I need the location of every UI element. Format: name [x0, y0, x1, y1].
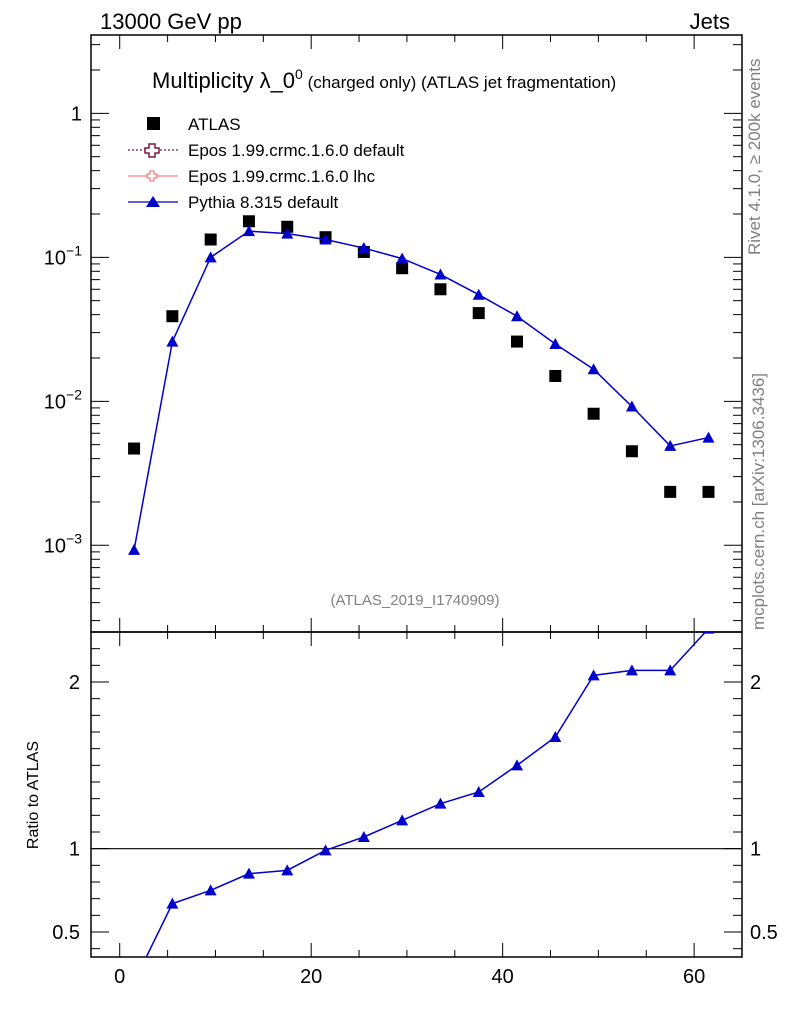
- atlas-data-point: [434, 283, 447, 296]
- legend-pythia-marker: [146, 196, 160, 207]
- pythia-data-point: [242, 225, 255, 237]
- pythia-data-point: [511, 310, 524, 322]
- main-series: [128, 215, 715, 555]
- ratio-clip-group: [128, 632, 715, 987]
- atlas-data-point: [204, 233, 217, 246]
- x-tick-label: 60: [683, 966, 705, 988]
- legend-pythia-label: Pythia 8.315 default: [188, 193, 339, 212]
- legend-epos-lhc-label: Epos 1.99.crmc.1.6.0 lhc: [188, 167, 376, 186]
- pythia-data-point: [281, 227, 294, 239]
- ratio-pythia-point: [664, 664, 677, 676]
- legend-atlas-label: ATLAS: [188, 115, 241, 134]
- ratio-axes: 0 20 40 60 0.5 0.5 1 1 2 2: [52, 631, 778, 988]
- ratio-y-tick-label: 2: [69, 672, 80, 694]
- ratio-y-tick-label-right: 0.5: [750, 922, 778, 944]
- main-y-tick-label: 1: [71, 103, 82, 125]
- atlas-data-point: [242, 215, 255, 228]
- ratio-pythia-point: [587, 669, 600, 681]
- title-rest: (charged only) (ATLAS jet fragmentation): [303, 73, 616, 92]
- legend-epos-default-label: Epos 1.99.crmc.1.6.0 default: [188, 141, 405, 160]
- pythia-data-point: [434, 268, 447, 280]
- atlas-data-point: [549, 369, 562, 382]
- main-y-tick-label: 10−2: [44, 386, 82, 413]
- ratio-pythia-point: [242, 867, 255, 879]
- ratio-y-tick-label: 0.5: [52, 922, 80, 944]
- pythia-data-point: [396, 252, 409, 264]
- atlas-data-point: [128, 442, 141, 455]
- legend-atlas-marker: [147, 117, 160, 130]
- pythia-line: [133, 230, 709, 550]
- ratio-pythia-point: [166, 897, 179, 909]
- x-tick-label: 0: [114, 966, 125, 988]
- pythia-data-point: [357, 242, 370, 254]
- atlas-data-point: [472, 307, 485, 320]
- ratio-y-tick-label-right: 1: [750, 839, 761, 861]
- x-tick-label: 40: [492, 966, 514, 988]
- pythia-data-point: [664, 439, 677, 451]
- ratio-pythia-line: [145, 632, 707, 957]
- plot-title: Multiplicity λ_00 (charged only) (ATLAS …: [152, 66, 616, 93]
- legend-epos-default-marker: [144, 143, 160, 158]
- ratio-pythia-point: [204, 884, 217, 896]
- ratio-pythia-point: [549, 731, 562, 742]
- ratio-pythia-point: [702, 632, 715, 634]
- ratio-ylabel: Ratio to ATLAS: [25, 741, 42, 849]
- category-label: Jets: [690, 9, 730, 34]
- ratio-pythia-point: [434, 797, 447, 809]
- legend-epos-lhc-marker: [146, 170, 158, 182]
- pythia-data-point: [319, 233, 332, 245]
- ratio-pythia-point: [128, 976, 140, 987]
- ratio-series: [128, 632, 715, 987]
- ratio-pythia-point: [511, 759, 524, 771]
- ratio-pythia-point: [625, 664, 638, 676]
- legend: ATLAS Epos 1.99.crmc.1.6.0 default Epos …: [128, 115, 405, 212]
- energy-label: 13000 GeV pp: [100, 9, 242, 34]
- atlas-data-point: [664, 485, 677, 498]
- atlas-data-point: [625, 445, 638, 458]
- ratio-pythia-point: [319, 844, 332, 856]
- pythia-data-point: [549, 338, 562, 350]
- ratio-pythia-point: [281, 864, 294, 876]
- atlas-data-point: [511, 335, 524, 348]
- x-tick-label: 20: [300, 966, 322, 988]
- rivet-label: Rivet 4.1.0, ≥ 200k events: [745, 59, 764, 255]
- ratio-plot-frame: [90, 631, 743, 958]
- atlas-data-point: [702, 485, 715, 498]
- main-y-tick-label: 10−1: [44, 242, 82, 269]
- analysis-id: (ATLAS_2019_I1740909): [330, 592, 499, 609]
- pythia-data-point: [587, 363, 600, 375]
- ratio-pythia-point: [472, 786, 485, 797]
- title-main: Multiplicity λ_0: [152, 68, 295, 93]
- main-axes: 10−3 10−2 10−1 1: [44, 35, 743, 632]
- title-superscript: 0: [295, 66, 303, 82]
- pythia-data-point: [204, 251, 217, 263]
- main-y-tick-label: 10−3: [44, 530, 82, 557]
- atlas-data-point: [166, 310, 179, 323]
- pythia-data-point: [625, 400, 638, 412]
- pythia-data-point: [472, 288, 485, 300]
- ratio-pythia-point: [396, 814, 409, 826]
- pythia-data-point: [128, 543, 141, 555]
- ratio-y-tick-label: 1: [69, 839, 80, 861]
- pythia-data-point: [166, 335, 179, 347]
- atlas-data-point: [587, 407, 600, 420]
- ratio-y-tick-label-right: 2: [750, 672, 761, 694]
- ratio-pythia-point: [357, 831, 370, 842]
- mcplots-label: mcplots.cern.ch [arXiv:1306.3436]: [749, 373, 768, 630]
- pythia-data-point: [702, 431, 715, 443]
- atlas-data-point: [281, 220, 294, 233]
- atlas-data-point: [396, 262, 409, 275]
